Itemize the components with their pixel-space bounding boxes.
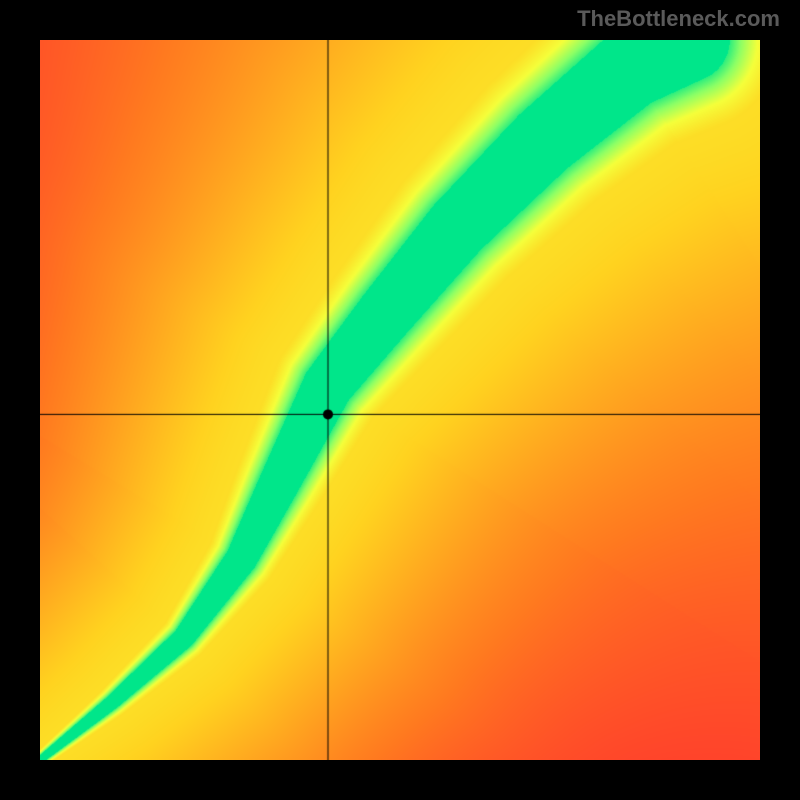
watermark-text: TheBottleneck.com xyxy=(577,6,780,32)
chart-container: TheBottleneck.com xyxy=(0,0,800,800)
plot-area xyxy=(40,40,760,760)
heatmap-canvas xyxy=(40,40,760,760)
